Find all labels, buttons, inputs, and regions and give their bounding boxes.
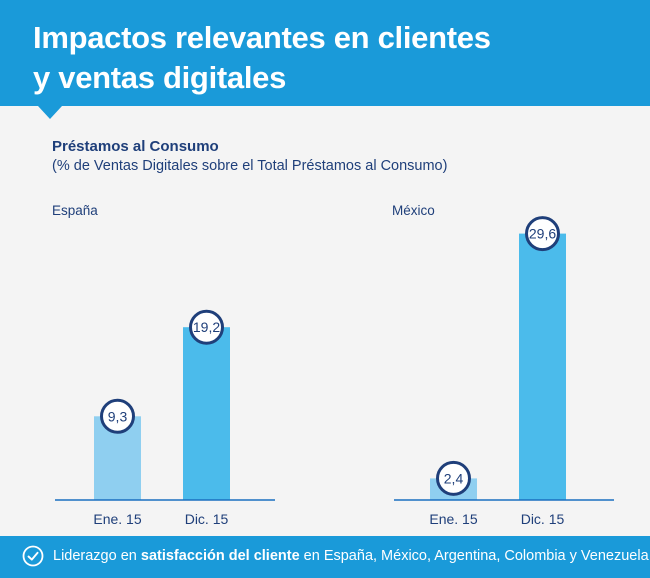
chart-title: Préstamos al Consumo xyxy=(52,138,219,155)
page-title-line-1: Impactos relevantes en clientes xyxy=(33,20,491,55)
x-tick-label-mexico-ene-15: Ene. 15 xyxy=(429,511,477,527)
footer-text: Liderazgo en satisfacción del cliente en… xyxy=(53,548,649,564)
x-tick-label-mexico-dic-15: Dic. 15 xyxy=(521,511,565,527)
footer-banner: Liderazgo en satisfacción del cliente en… xyxy=(0,536,650,578)
data-label-mexico-dic-15: 29,6 xyxy=(529,226,556,242)
header-banner: Impactos relevantes en clientes y ventas… xyxy=(0,0,650,106)
chart-subtitle: (% de Ventas Digitales sobre el Total Pr… xyxy=(52,158,448,174)
footer-text-suffix: en España, México, Argentina, Colombia y… xyxy=(299,548,649,564)
data-label-spain-dic-15: 19,2 xyxy=(193,319,220,335)
page-title: Impactos relevantes en clientes y ventas… xyxy=(33,18,491,98)
header-pointer xyxy=(38,106,62,119)
data-label-spain-ene-15: 9,3 xyxy=(108,408,128,424)
data-label-mexico-ene-15: 2,4 xyxy=(444,470,464,486)
data-label-badge-spain-ene-15 xyxy=(100,398,135,434)
panel-title-mexico: México xyxy=(392,203,435,218)
data-label-badge-spain-dic-15 xyxy=(189,309,224,345)
footer-text-prefix: Liderazgo en xyxy=(53,548,141,564)
page-title-line-2: y ventas digitales xyxy=(33,60,287,95)
data-label-badge-mexico-dic-15 xyxy=(525,216,560,252)
data-label-badge-mexico-ene-15 xyxy=(436,460,471,496)
bar-spain-dic-15 xyxy=(183,327,230,500)
check-circle-icon xyxy=(22,545,44,567)
bar-mexico-dic-15 xyxy=(519,233,566,500)
panel-title-spain: España xyxy=(52,203,98,218)
bar-chart: 9,3 Ene. 15 19,2 Dic. 15 2,4 Ene. 15 29,6 Dic. … xyxy=(55,216,614,527)
footer-text-bold: satisfacción del cliente xyxy=(140,548,300,564)
x-tick-label-spain-dic-15: Dic. 15 xyxy=(185,511,229,527)
x-tick-label-spain-ene-15: Ene. 15 xyxy=(93,511,141,527)
